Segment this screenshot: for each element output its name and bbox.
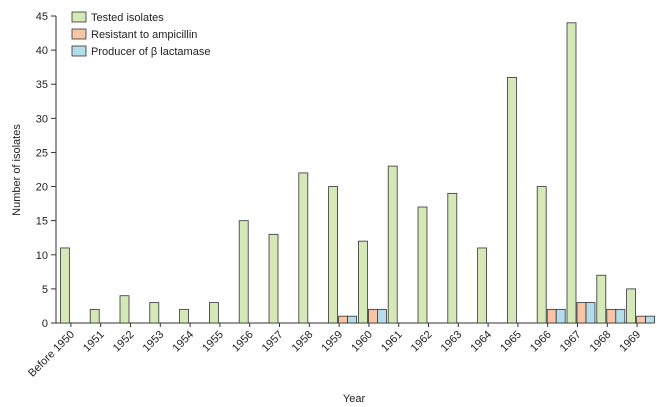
x-ticks: Before 1950 1951 1952 1953 1954 1955 1956 1957 1… (26, 323, 643, 380)
x-tick-label: 1963 (439, 329, 465, 355)
x-tick-label: 1962 (409, 329, 435, 355)
x-axis-title: Year (343, 393, 366, 405)
bar-producer-of-lactamase-1969 (645, 315, 655, 324)
bar-producer-of-lactamase-1967 (585, 302, 596, 324)
x-tick-label: 1965 (498, 329, 524, 355)
x-tick-label: 1951 (81, 329, 107, 355)
bar-tested-isolates-1959 (328, 186, 339, 324)
bar-resistant-to-ampicillin-1959 (338, 315, 349, 324)
legend-swatch (71, 11, 87, 23)
bar-resistant-to-ampicillin-1968 (606, 308, 617, 324)
legend-label: Tested isolates (91, 12, 164, 24)
bar-tested-isolates-1957 (268, 233, 279, 324)
x-tick-label: 1953 (141, 329, 167, 355)
bar-producer-of-lactamase-1959 (347, 315, 358, 324)
x-tick-label: Before 1950 (26, 329, 77, 380)
legend-swatch (71, 28, 87, 40)
y-tick-label: 0 (42, 318, 48, 330)
bar-producer-of-lactamase-1960 (376, 308, 387, 324)
bar-tested-isolates-1965 (506, 77, 517, 324)
x-tick-label: 1958 (290, 329, 316, 355)
legend-swatch (71, 45, 87, 57)
x-tick-label: 1952 (111, 329, 137, 355)
bar-tested-isolates-1968 (596, 274, 607, 324)
bar-tested-isolates-1952 (119, 295, 130, 324)
bar-producer-of-lactamase-1968 (615, 308, 626, 324)
bar-tested-isolates-1958 (298, 172, 309, 324)
bars (60, 22, 655, 324)
x-tick-label: 1959 (319, 329, 345, 355)
axes (55, 16, 652, 324)
y-tick-label: 25 (36, 147, 48, 159)
bar-resistant-to-ampicillin-1967 (576, 302, 587, 324)
legend-label: Producer of β lactamase (91, 46, 210, 58)
x-tick-label: 1966 (528, 329, 554, 355)
x-tick-label: 1961 (379, 329, 405, 355)
bar-tested-isolates-1966 (536, 186, 547, 324)
bar-resistant-to-ampicillin-1960 (367, 308, 378, 324)
x-tick-label: 1957 (260, 329, 286, 355)
bar-tested-isolates-1964 (477, 247, 488, 324)
legend-label: Resistant to ampicillin (91, 29, 197, 41)
y-tick-label: 40 (36, 45, 48, 57)
bar-tested-isolates-1963 (447, 192, 458, 324)
x-tick-label: 1969 (617, 329, 643, 355)
bar-tested-isolates-1953 (149, 302, 160, 324)
y-tick-label: 35 (36, 79, 48, 91)
bar-producer-of-lactamase-1966 (555, 308, 566, 324)
bar-tested-isolates-1954 (179, 308, 190, 324)
bar-tested-isolates-1956 (238, 220, 249, 324)
y-tick-label: 45 (36, 11, 48, 23)
y-axis-title: Number of isolates (11, 124, 23, 216)
legend: Tested isolates Resistant to ampicillin Pr… (71, 11, 210, 58)
bar-tested-isolates-1961 (387, 165, 398, 324)
y-tick-label: 15 (36, 216, 48, 228)
y-tick-label: 30 (36, 113, 48, 125)
bar-tested-isolates-1955 (208, 302, 219, 324)
x-tick-label: 1964 (468, 329, 494, 355)
x-tick-label: 1956 (230, 329, 256, 355)
bar-tested-isolates-1962 (417, 206, 428, 324)
bar-tested-isolates-before-1950 (60, 247, 70, 324)
x-tick-label: 1955 (200, 329, 226, 355)
y-tick-label: 20 (36, 182, 48, 194)
x-tick-label: 1967 (558, 329, 584, 355)
bar-tested-isolates-1969 (626, 288, 636, 324)
x-tick-label: 1954 (170, 329, 196, 355)
y-ticks: 0 5 10 15 20 25 30 35 40 45 (36, 11, 56, 330)
bar-resistant-to-ampicillin-1966 (546, 308, 557, 324)
bar-resistant-to-ampicillin-1969 (636, 315, 646, 324)
bar-tested-isolates-1960 (357, 240, 368, 324)
bar-tested-isolates-1951 (89, 308, 100, 324)
x-tick-label: 1960 (349, 329, 375, 355)
y-tick-label: 5 (42, 284, 48, 296)
y-tick-label: 10 (36, 250, 48, 262)
x-tick-label: 1968 (588, 329, 614, 355)
bar-tested-isolates-1967 (566, 22, 577, 324)
